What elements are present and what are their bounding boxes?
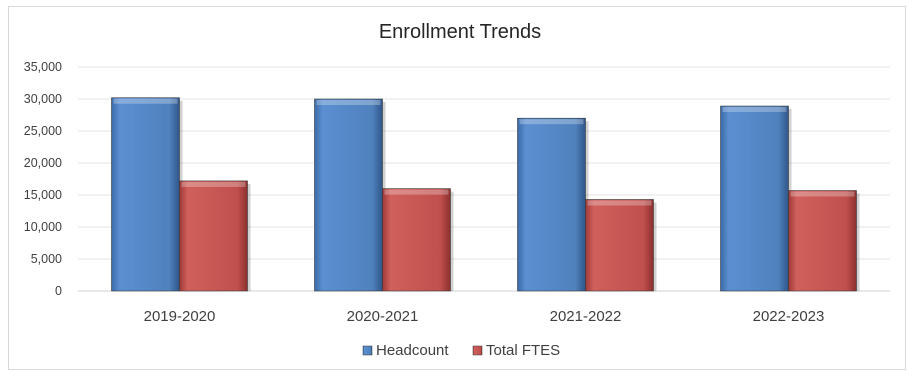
x-tick-label: 2022-2023 xyxy=(753,308,825,325)
chart-title: Enrollment Trends xyxy=(379,21,541,43)
legend-swatch xyxy=(472,345,483,356)
y-tick-label: 30,000 xyxy=(24,92,62,106)
x-tick-label: 2021-2022 xyxy=(550,308,622,325)
bar-bevel xyxy=(181,181,246,187)
bar-bevel xyxy=(790,191,855,197)
y-tick-label: 35,000 xyxy=(24,60,62,74)
bar-bevel xyxy=(113,98,178,104)
x-axis-ticks: 2019-2020 2020-2021 2021-2022 2022-2023 xyxy=(144,308,825,325)
legend: Headcount Total FTES xyxy=(362,342,560,359)
bar-bevel xyxy=(316,100,381,105)
bar-total-ftes xyxy=(585,199,657,292)
bar-headcount xyxy=(111,97,183,292)
bar-body xyxy=(788,190,857,292)
bar-total-ftes xyxy=(788,190,860,292)
x-tick-label: 2019-2020 xyxy=(144,308,216,325)
bar-body xyxy=(314,98,383,292)
bar-total-ftes xyxy=(179,180,251,292)
bar-total-ftes xyxy=(382,188,454,292)
bar-body xyxy=(382,188,451,292)
x-tick-label: 2020-2021 xyxy=(347,308,419,325)
bar-headcount xyxy=(314,98,386,292)
y-tick-label: 0 xyxy=(55,284,62,298)
y-tick-label: 15,000 xyxy=(24,188,62,202)
y-tick-label: 5,000 xyxy=(31,252,62,266)
y-tick-label: 10,000 xyxy=(24,220,62,234)
bar-headcount xyxy=(517,117,589,292)
bar-bevel xyxy=(722,107,787,113)
legend-swatch xyxy=(362,345,373,356)
bars xyxy=(111,97,860,292)
bar-body xyxy=(111,97,180,292)
bar-body xyxy=(179,180,248,292)
bar-body xyxy=(517,117,586,292)
legend-item: Total FTES xyxy=(472,342,560,359)
legend-label: Headcount xyxy=(376,342,449,359)
y-tick-label: 20,000 xyxy=(24,156,62,170)
y-tick-label: 25,000 xyxy=(24,124,62,138)
bar-body xyxy=(585,199,654,292)
legend-label: Total FTES xyxy=(486,342,560,359)
legend-item: Headcount xyxy=(362,342,449,359)
bar-bevel xyxy=(519,119,584,125)
bar-bevel xyxy=(384,189,449,195)
y-axis-ticks: 0 5,000 10,000 15,000 20,000 25,000 30,000 35,0… xyxy=(24,60,62,298)
bar-bevel xyxy=(587,200,652,206)
bar-body xyxy=(720,105,789,292)
bar-headcount xyxy=(720,105,792,292)
